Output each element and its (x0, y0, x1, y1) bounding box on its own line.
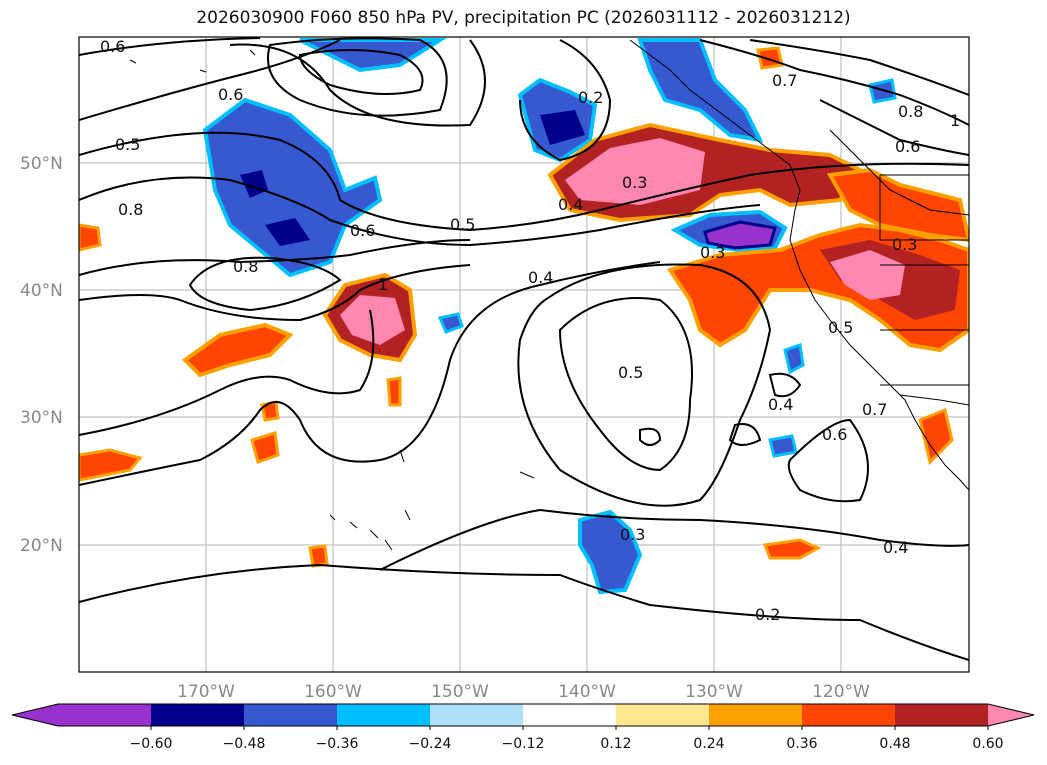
warm-area-west (181, 322, 294, 378)
warm-small-southwest (79, 448, 143, 482)
contour-label: 0.8 (118, 200, 143, 219)
colorbar-segment (895, 704, 989, 726)
colorbar-tick-label: 0.24 (693, 736, 724, 752)
contour-label: 0.2 (578, 88, 603, 107)
warm-small-5 (756, 46, 784, 70)
purple-core (703, 220, 777, 250)
contour-label: 0.8 (233, 257, 258, 276)
map-panel: 0.6 0.5 0.6 0.8 0.8 0.6 0.5 0.4 0.3 0.2 … (79, 37, 969, 672)
positive-precip-areas (79, 46, 969, 568)
dark-blue-core-1 (240, 170, 268, 198)
blue-area-gulf-alaska (202, 97, 383, 278)
lon-label-160w: 160°W (304, 682, 362, 702)
contour-label: 0.6 (218, 85, 243, 104)
pink-core-california (830, 250, 905, 300)
contour-label: 0.4 (558, 195, 583, 214)
colorbar-tick-label: −0.24 (409, 736, 452, 752)
warm-small-2 (260, 400, 280, 422)
map-title: 2026030900 F060 850 hPa PV, precipitatio… (196, 8, 851, 28)
colorbar-segment (58, 704, 152, 726)
blue-area-subtropic (578, 509, 643, 595)
colorbar-tick-label: −0.36 (316, 736, 359, 752)
warm-small-west-edge (79, 223, 102, 252)
colorbar-segment (802, 704, 896, 726)
dark-blue-core-2 (265, 218, 310, 246)
warm-small-4 (762, 538, 822, 560)
blue-small-4 (868, 78, 897, 104)
latitude-labels: 50°N 40°N 30°N 20°N (20, 154, 63, 556)
warm-small-7 (386, 376, 402, 407)
blue-area-bc (637, 38, 764, 143)
lon-label-150w: 150°W (431, 682, 489, 702)
colorbar-extend-max (988, 704, 1034, 726)
lon-label-140w: 140°W (558, 682, 616, 702)
contour-label: 0.6 (895, 137, 920, 156)
contour-labels: 0.6 0.5 0.6 0.8 0.8 0.6 0.5 0.4 0.3 0.2 … (100, 37, 960, 624)
contour-label: 0.8 (898, 102, 923, 121)
blue-small-3 (768, 434, 798, 458)
colorbar-tick-label: 0.12 (600, 736, 631, 752)
lat-label-20n: 20°N (20, 536, 63, 556)
warm-small-1 (250, 431, 280, 464)
contour-label: 0.2 (755, 605, 780, 624)
contour-label: 0.4 (883, 538, 908, 557)
pink-core-ne-pacific (565, 138, 705, 205)
colorbar-segment (244, 704, 338, 726)
contour-label: 0.3 (700, 243, 725, 262)
colorbar-tick-label: −0.60 (130, 736, 173, 752)
colorbar-segment (523, 704, 617, 726)
contour-label: 0.5 (450, 215, 475, 234)
contour-label: 0.7 (772, 71, 797, 90)
lat-label-30n: 30°N (20, 408, 63, 428)
longitude-labels: 170°W 160°W 150°W 140°W 130°W 120°W (177, 682, 870, 702)
dark-blue-core-3 (540, 110, 585, 145)
contour-label: 0.6 (100, 37, 125, 56)
contour-label: 0.6 (822, 425, 847, 444)
warm-small-3 (308, 544, 329, 568)
colorbar-outline (11, 703, 1035, 727)
colorbar-segment (337, 704, 431, 726)
lon-label-130w: 130°W (685, 682, 743, 702)
colorbar-segment (430, 704, 524, 726)
contour-label: 0.5 (828, 318, 853, 337)
contour-label: 0.5 (618, 363, 643, 382)
contour-label: 0.3 (892, 235, 917, 254)
colorbar-segment (709, 704, 803, 726)
colorbar-tick-label: −0.12 (502, 736, 545, 752)
lon-label-120w: 120°W (812, 682, 870, 702)
contour-label: 0.3 (622, 173, 647, 192)
negative-precip-areas (202, 38, 897, 595)
lat-label-40n: 40°N (20, 281, 63, 301)
pv-contours (79, 37, 969, 661)
lat-label-50n: 50°N (20, 154, 63, 174)
lon-label-170w: 170°W (177, 682, 235, 702)
blue-small-1 (437, 312, 464, 334)
contour-label: 1 (950, 111, 960, 130)
map-frame (78, 36, 970, 673)
warm-small-6 (918, 407, 954, 465)
coastlines (129, 39, 969, 551)
colorbar: −0.60 −0.48 −0.36 −0.24 −0.12 0.12 0.24 0.36 0.4… (11, 703, 1035, 752)
contour-label: 0.4 (768, 395, 793, 414)
blue-small-2 (783, 343, 805, 375)
colorbar-tick-label: 0.36 (786, 736, 817, 752)
colorbar-tick-label: 0.48 (879, 736, 910, 752)
contour-label: 0.3 (620, 525, 645, 544)
blue-area-north (299, 38, 447, 73)
colorbar-segment (151, 704, 245, 726)
contour-label: 0.7 (862, 400, 887, 419)
colorbar-tick-label: −0.48 (223, 736, 266, 752)
contour-label: 0.5 (115, 135, 140, 154)
contour-label: 0.4 (528, 268, 553, 287)
colorbar-tick-label: 0.60 (972, 736, 1003, 752)
contour-label: 0.6 (350, 221, 375, 240)
colorbar-segment (616, 704, 710, 726)
contour-label: 1 (378, 275, 388, 294)
colorbar-extend-min (12, 704, 58, 726)
